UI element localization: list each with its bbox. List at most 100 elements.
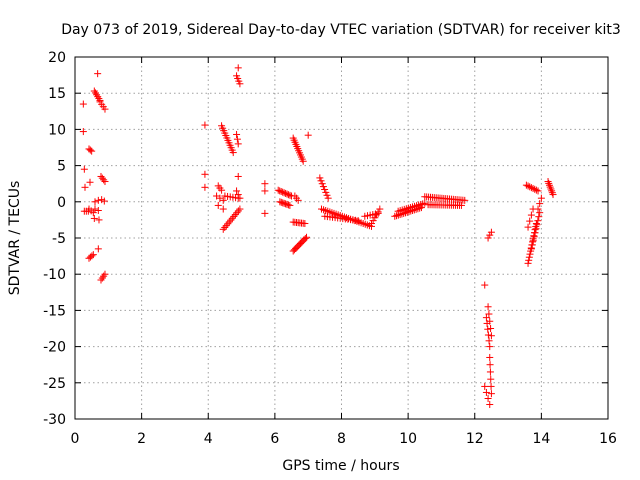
data-point <box>529 237 537 245</box>
y-tick-label: -30 <box>43 412 66 428</box>
data-point <box>222 222 230 230</box>
data-point <box>234 191 242 199</box>
data-point <box>367 220 375 228</box>
data-point <box>224 220 232 228</box>
data-point <box>525 253 533 261</box>
x-tick-label: 8 <box>337 431 346 447</box>
data-point <box>201 121 209 129</box>
data-point <box>321 185 329 193</box>
data-point <box>261 187 269 195</box>
y-tick-label: 0 <box>57 195 66 211</box>
x-axis-label: GPS time / hours <box>282 458 399 474</box>
data-point <box>524 182 532 190</box>
data-point <box>89 251 97 259</box>
data-point <box>228 214 236 222</box>
data-point <box>304 131 312 139</box>
data-point <box>101 105 109 113</box>
data-point <box>526 183 534 191</box>
data-point <box>537 194 545 202</box>
data-point <box>322 188 330 196</box>
data-point <box>201 170 209 178</box>
data-point <box>231 211 239 219</box>
y-axis: 20 15 10 5 0 -5 -10 -15 -20 -25 -30 <box>43 50 608 428</box>
data-point <box>536 200 544 208</box>
data-point <box>533 221 541 229</box>
data-point <box>236 194 244 202</box>
data-point <box>354 217 362 225</box>
data-point <box>487 382 495 390</box>
data-point <box>94 245 102 253</box>
data-point <box>369 217 377 225</box>
data-point <box>214 201 222 209</box>
data-point <box>482 314 490 322</box>
data-point <box>527 184 535 192</box>
data-point <box>233 187 241 195</box>
data-point <box>234 172 242 180</box>
data-point <box>91 205 99 213</box>
data-points <box>79 64 557 409</box>
data-point <box>236 80 244 88</box>
data-point <box>400 209 408 217</box>
data-point <box>233 209 241 217</box>
data-point <box>526 250 534 258</box>
x-tick-label: 0 <box>71 431 80 447</box>
x-tick-label: 14 <box>532 431 550 447</box>
data-point <box>374 209 382 217</box>
data-point <box>486 368 494 376</box>
x-tick-label: 4 <box>204 431 213 447</box>
data-point <box>318 180 326 188</box>
data-point <box>536 209 544 217</box>
data-point <box>79 128 87 136</box>
y-tick-label: 10 <box>48 122 66 138</box>
data-point <box>486 353 494 361</box>
data-point <box>525 256 533 264</box>
chart-title: Day 073 of 2019, Sidereal Day-to-day VTE… <box>61 22 621 38</box>
data-point <box>482 388 490 396</box>
data-point <box>532 186 540 194</box>
data-point <box>234 140 242 148</box>
data-point <box>277 188 285 196</box>
data-point <box>86 178 94 186</box>
data-point <box>95 216 103 224</box>
data-point <box>283 190 291 198</box>
data-point <box>94 196 102 204</box>
data-point <box>481 382 489 390</box>
data-point <box>219 225 227 233</box>
y-tick-label: -20 <box>43 340 66 356</box>
data-point <box>486 231 494 239</box>
data-point <box>391 212 399 220</box>
data-point <box>461 196 469 204</box>
x-axis: 0 2 4 6 8 10 12 14 16 <box>71 57 617 447</box>
data-point <box>524 223 532 231</box>
data-point <box>316 174 324 182</box>
data-point <box>261 209 269 217</box>
data-point <box>294 196 302 204</box>
data-point <box>261 180 269 188</box>
data-point <box>236 205 244 213</box>
data-point <box>285 191 293 199</box>
data-point <box>319 183 327 191</box>
data-point <box>317 177 325 185</box>
x-tick-label: 10 <box>399 431 417 447</box>
data-point <box>201 183 209 191</box>
data-point <box>79 100 87 108</box>
data-point <box>279 188 287 196</box>
data-point <box>282 200 290 208</box>
data-point <box>524 259 532 267</box>
data-point <box>274 186 282 194</box>
data-point <box>527 245 535 253</box>
data-point <box>299 157 307 165</box>
data-point <box>88 252 96 260</box>
data-point <box>403 208 411 216</box>
data-point <box>94 70 102 78</box>
gridlines <box>75 57 608 419</box>
data-point <box>421 199 429 207</box>
data-point <box>486 343 494 351</box>
data-point <box>531 229 539 237</box>
data-point <box>530 233 538 241</box>
data-point <box>529 184 537 192</box>
data-point <box>393 212 401 220</box>
x-tick-label: 6 <box>270 431 279 447</box>
data-point <box>534 217 542 225</box>
